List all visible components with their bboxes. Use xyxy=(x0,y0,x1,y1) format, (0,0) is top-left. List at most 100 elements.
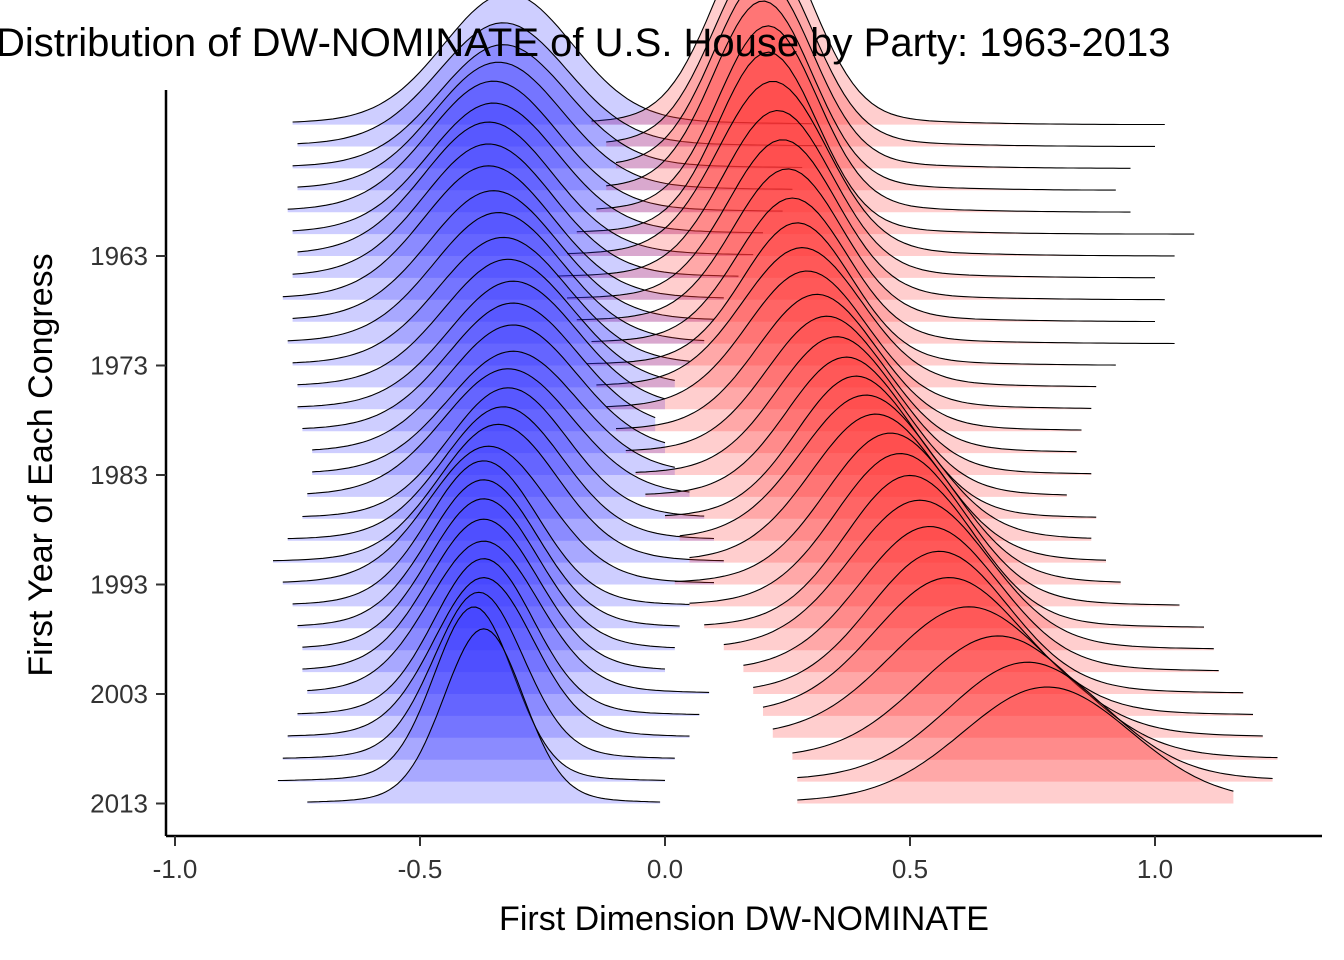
ridge-outline xyxy=(679,394,1092,539)
ridge-republican-1985 xyxy=(645,356,1067,497)
ridge-outline xyxy=(576,168,1155,323)
ridge-republican-1961 xyxy=(576,51,1195,235)
ridge-fill xyxy=(297,122,754,256)
ridge-outline xyxy=(606,0,1116,191)
ridge-outline xyxy=(557,109,1155,279)
ridge-fill xyxy=(292,0,812,125)
ridge-outline xyxy=(302,302,656,430)
ridge-fill xyxy=(606,0,1155,147)
ridge-democrat-2007 xyxy=(287,577,690,738)
ridge-fill xyxy=(596,25,1131,213)
ridge-outline xyxy=(287,212,705,342)
ridge-democrat-1957 xyxy=(297,61,793,191)
ridge-republican-1959 xyxy=(596,25,1131,213)
ridge-outline xyxy=(625,315,1077,453)
x-axis-title: First Dimension DW-NOMINATE xyxy=(499,900,989,938)
ridge-fill xyxy=(307,628,661,804)
ridge-republican-2003 xyxy=(753,550,1244,694)
ridge-democrat-1953 xyxy=(297,22,822,147)
ridge-outline xyxy=(297,121,754,256)
ridge-outline xyxy=(723,499,1214,650)
ridge-outline xyxy=(664,375,1097,518)
y-tick-label: 2003 xyxy=(90,679,148,709)
ridge-democrat-1969 xyxy=(292,190,715,322)
ridge-outline xyxy=(689,453,1180,606)
ridge-fill xyxy=(591,0,1165,125)
ridge-democrat-2003 xyxy=(307,540,710,694)
ridge-outline xyxy=(287,80,783,212)
ridge-republican-1979 xyxy=(615,293,1082,432)
ridge-fill xyxy=(576,52,1195,235)
ridge-outline xyxy=(591,197,1175,345)
ridge-fill xyxy=(567,81,1175,256)
ridge-democrat-1985 xyxy=(307,368,690,497)
x-tick-label: 0.5 xyxy=(892,854,928,884)
ridge-outline xyxy=(292,460,690,605)
ridge-democrat-1981 xyxy=(312,324,666,454)
ridge-republican-1969 xyxy=(576,168,1155,323)
ridge-democrat-2013 xyxy=(307,628,661,804)
ridge-republican-1993 xyxy=(674,432,1121,585)
ridge-outline xyxy=(292,0,813,125)
ridge-outline xyxy=(307,628,661,803)
ridge-republican-1973 xyxy=(586,222,1116,366)
x-tick-label: 0.0 xyxy=(647,854,683,884)
ridge-outline xyxy=(282,445,715,584)
ridge-fill xyxy=(616,294,1082,432)
ridge-outline xyxy=(645,356,1067,496)
ridge-fill xyxy=(679,395,1092,541)
ridge-outline xyxy=(302,498,675,649)
ridge-outline xyxy=(297,280,666,408)
ridge-outline xyxy=(302,518,666,670)
ridge-outline xyxy=(635,336,1092,475)
ridge-republican-2013 xyxy=(797,686,1234,804)
ridge-republican-1975 xyxy=(596,247,1097,388)
ridge-outline xyxy=(282,591,675,759)
ridge-outline xyxy=(297,258,675,386)
y-tick-label: 1993 xyxy=(90,570,148,600)
ridge-fill xyxy=(665,376,1097,519)
ridge-democrat-1995 xyxy=(292,460,690,607)
ridge-republican-1971 xyxy=(591,197,1175,345)
ridge-democrat-1997 xyxy=(297,479,680,629)
ridge-democrat-1983 xyxy=(312,350,675,475)
ridge-outline xyxy=(307,540,710,693)
ridge-fill xyxy=(287,212,705,344)
y-tick-label: 1973 xyxy=(90,351,148,381)
ridge-outline xyxy=(287,577,690,737)
ridge-republican-1963 xyxy=(566,81,1175,257)
ridge-republican-1989 xyxy=(679,394,1092,541)
ridge-democrat-1951 xyxy=(292,0,813,125)
ridge-republican-1967 xyxy=(566,139,1165,301)
y-tick-label: 1963 xyxy=(90,241,148,271)
ridge-outline xyxy=(302,387,705,518)
ridge-outline xyxy=(762,577,1254,715)
ridge-republican-1951 xyxy=(591,0,1165,126)
ridge-fill xyxy=(567,139,1165,300)
ridge-democrat-1989 xyxy=(287,406,715,541)
ridge-outline xyxy=(282,165,724,299)
ridge-democrat-1991 xyxy=(272,423,724,563)
ridge-democrat-1973 xyxy=(292,236,690,366)
x-tick-label: -0.5 xyxy=(398,854,443,884)
ridge-fill xyxy=(596,247,1097,388)
ridge-republican-1997 xyxy=(704,474,1205,629)
ridge-outline xyxy=(272,423,724,562)
ridge-layer xyxy=(272,0,1278,804)
ridge-outline xyxy=(772,606,1263,737)
ridge-fill xyxy=(689,453,1180,607)
ridge-outline xyxy=(566,139,1165,301)
ridge-democrat-1977 xyxy=(297,280,666,410)
x-ticks: -1.0 -0.5 0.0 0.5 1.0 xyxy=(153,836,1173,884)
ridge-democrat-1987 xyxy=(302,387,705,519)
ridge-fill xyxy=(743,526,1219,673)
y-tick-label: 2013 xyxy=(90,789,148,819)
ridge-fill xyxy=(282,592,675,760)
x-tick-label: -1.0 xyxy=(153,854,198,884)
ridge-outline xyxy=(277,606,666,782)
ridge-democrat-2001 xyxy=(302,518,666,673)
ridge-outline xyxy=(797,686,1234,801)
ridge-republican-1965 xyxy=(557,109,1155,279)
ridge-outline xyxy=(586,222,1116,366)
